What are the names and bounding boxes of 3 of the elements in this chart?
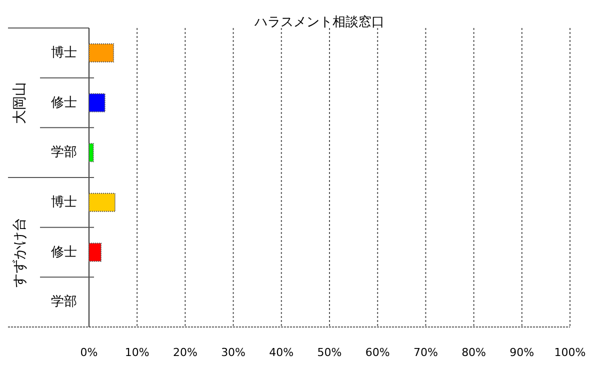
annotation: 大岡山 bbox=[12, 82, 28, 124]
annotation: すずかけ台 bbox=[12, 217, 28, 288]
title: ハラスメント相談窓口 bbox=[254, 15, 384, 30]
